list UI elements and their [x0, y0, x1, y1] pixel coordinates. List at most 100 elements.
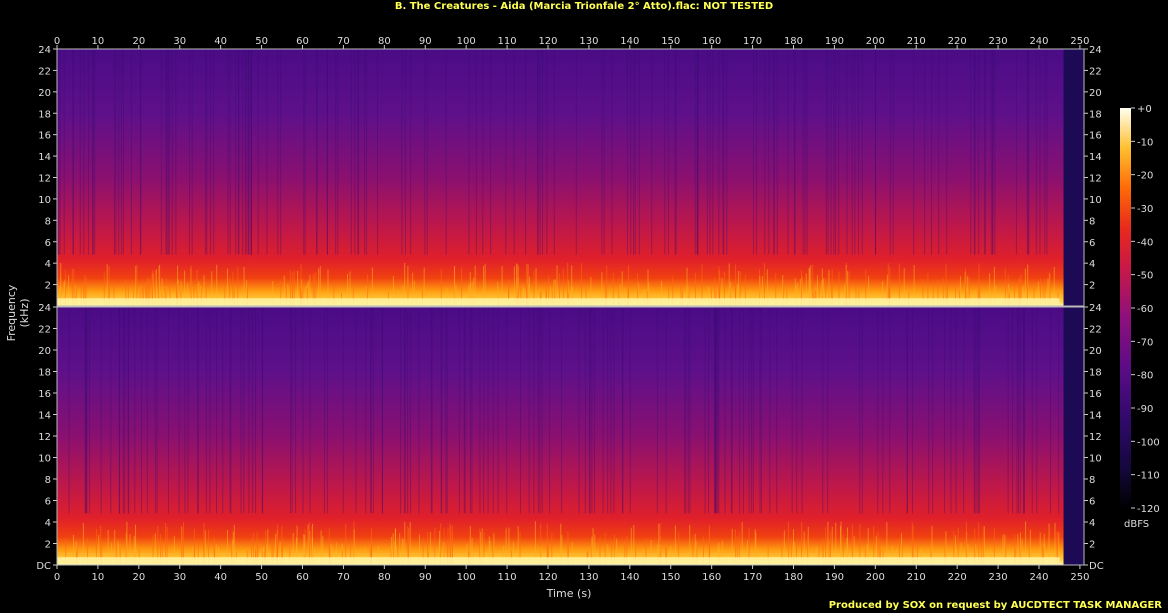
y-tick-label: 12 — [1089, 432, 1102, 443]
y-tick-label: 6 — [1089, 497, 1095, 508]
x-tick-label: 170 — [743, 36, 762, 47]
y-tick-label: 2 — [45, 281, 51, 292]
x-tick-label: 180 — [784, 36, 803, 47]
x-tick-label: 50 — [255, 36, 268, 47]
colorbar-tick-label: -110 — [1137, 471, 1160, 482]
x-tick-label: 200 — [866, 572, 885, 583]
x-tick-label: 0 — [54, 572, 60, 583]
channel-1-spectrogram — [57, 49, 1084, 306]
silence-region — [1063, 49, 1084, 306]
y-tick-label: 2 — [45, 540, 51, 551]
x-tick-label: 110 — [498, 572, 517, 583]
x-tick-label: 210 — [907, 572, 926, 583]
colorbar-tick-label: -30 — [1137, 204, 1153, 215]
y-tick-label: 24 — [38, 45, 51, 56]
y-tick-label: 16 — [1089, 131, 1102, 142]
x-axis-label: Time (s) — [546, 587, 592, 600]
x-tick-label: 170 — [743, 572, 762, 583]
x-tick-label: 140 — [620, 36, 639, 47]
y-tick-label: 6 — [45, 497, 51, 508]
x-tick-label: 120 — [538, 36, 557, 47]
channel-2-frame — [56, 306, 1085, 566]
x-tick-label: 50 — [255, 572, 268, 583]
y-tick-label: 22 — [1089, 325, 1102, 336]
x-tick-label: 150 — [661, 36, 680, 47]
y-tick-label: 2 — [1089, 281, 1095, 292]
y-tick-label: 8 — [45, 216, 51, 227]
x-tick-label: 210 — [907, 36, 926, 47]
x-tick-label: 160 — [702, 572, 721, 583]
y-tick-label: 18 — [1089, 368, 1102, 379]
y-tick-label: 10 — [1089, 195, 1102, 206]
colorbar-tick-label: -60 — [1137, 304, 1153, 315]
x-tick-label: 40 — [214, 572, 227, 583]
x-tick-label: 100 — [457, 36, 476, 47]
x-tick-label: 100 — [457, 572, 476, 583]
y-tick-label: 8 — [1089, 216, 1095, 227]
x-tick-label: 70 — [337, 572, 350, 583]
y-tick-label: 18 — [38, 368, 51, 379]
y-tick-label: 22 — [38, 66, 51, 77]
colorbar-tick-label: -70 — [1137, 337, 1153, 348]
y-tick-label: 10 — [1089, 454, 1102, 465]
y-tick-label: 4 — [1089, 518, 1095, 529]
low-band — [57, 557, 1060, 565]
y-tick-label: 24 — [1089, 45, 1102, 56]
x-tick-label: 190 — [825, 36, 844, 47]
colorbar-tick-label: -120 — [1137, 504, 1160, 515]
y-tick-label: 20 — [38, 346, 51, 357]
x-tick-label: 40 — [214, 36, 227, 47]
colorbar-tick-label: -80 — [1137, 371, 1153, 382]
y-tick-label: 22 — [38, 325, 51, 336]
x-tick-label: 230 — [989, 572, 1008, 583]
y-tick-label: 14 — [38, 152, 51, 163]
y-tick-label: 10 — [38, 195, 51, 206]
colorbar-tick-label: -20 — [1137, 171, 1153, 182]
y-tick-label: 8 — [45, 475, 51, 486]
x-tick-label: 250 — [1070, 572, 1089, 583]
y-tick-label: 16 — [38, 131, 51, 142]
x-tick-label: 200 — [866, 36, 885, 47]
x-tick-label: 20 — [132, 572, 145, 583]
y-tick-label: 4 — [1089, 259, 1095, 270]
y-tick-label: 4 — [45, 518, 51, 529]
y-tick-label: 24 — [38, 303, 51, 314]
x-tick-label: 140 — [620, 572, 639, 583]
x-tick-label: 10 — [92, 572, 105, 583]
channel-2-spectrogram — [57, 307, 1084, 565]
y-tick-label: 24 — [1089, 303, 1102, 314]
x-tick-label: 130 — [579, 36, 598, 47]
colorbar-unit-label: dBFS — [1124, 519, 1150, 530]
colorbar-tick-label: -50 — [1137, 271, 1153, 282]
x-tick-label: 90 — [419, 572, 432, 583]
y-tick-label: 10 — [38, 454, 51, 465]
y-tick-label: 8 — [1089, 475, 1095, 486]
x-tick-label: 20 — [132, 36, 145, 47]
x-tick-label: 80 — [378, 36, 391, 47]
x-tick-label: 90 — [419, 36, 432, 47]
y-tick-label: 4 — [45, 259, 51, 270]
x-tick-label: 10 — [92, 36, 105, 47]
y-tick-label: 12 — [38, 432, 51, 443]
x-tick-label: 190 — [825, 572, 844, 583]
y-tick-label: 16 — [38, 389, 51, 400]
y-tick-label: 20 — [1089, 88, 1102, 99]
x-tick-label: 80 — [378, 572, 391, 583]
x-tick-label: 30 — [173, 36, 186, 47]
y-tick-label: 6 — [1089, 238, 1095, 249]
x-tick-label: 110 — [498, 36, 517, 47]
y-tick-label: DC — [1089, 561, 1104, 572]
footer-credit: Produced by SOX on request by AUCDTECT T… — [828, 600, 1162, 611]
colorbar-tick-label: +0 — [1137, 104, 1152, 115]
y-tick-label: 22 — [1089, 66, 1102, 77]
chart-title: B. The Creatures - Aida (Marcia Trionfal… — [394, 1, 774, 12]
y-tick-label: 14 — [1089, 411, 1102, 422]
y-tick-label: 18 — [38, 109, 51, 120]
y-tick-label: 6 — [45, 238, 51, 249]
x-tick-label: 250 — [1070, 36, 1089, 47]
y-tick-label: 20 — [38, 88, 51, 99]
x-tick-label: 230 — [989, 36, 1008, 47]
x-tick-label: 220 — [948, 572, 967, 583]
channel-1-frame — [56, 48, 1085, 307]
